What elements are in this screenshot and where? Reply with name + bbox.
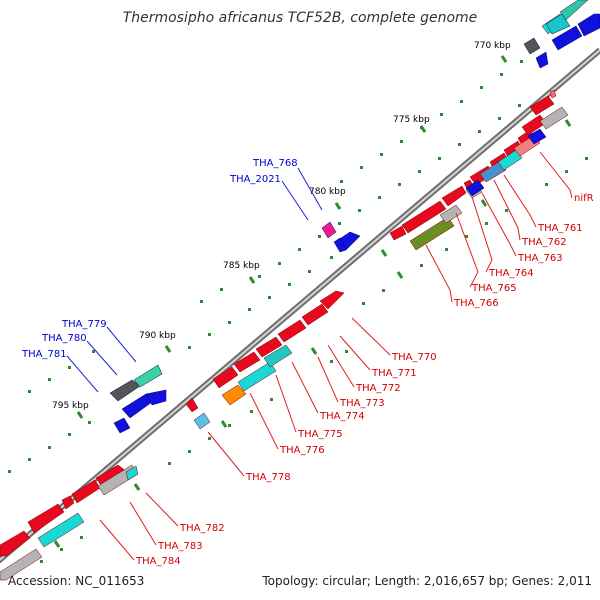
gene-block <box>221 384 247 406</box>
gene-label: THA_771 <box>371 368 417 379</box>
gene-label: THA_780 <box>41 333 87 344</box>
gene-block <box>319 290 345 310</box>
gene-block <box>441 185 467 207</box>
gene-block <box>237 361 277 392</box>
forward-leader-lines <box>99 151 573 561</box>
gene-block <box>465 179 485 197</box>
gene-label: THA_768 <box>252 158 298 169</box>
gene-block <box>333 237 347 253</box>
gene-block <box>549 89 557 99</box>
gene-label: THA_774 <box>319 411 365 422</box>
gene-block <box>255 336 283 358</box>
gene-block <box>497 149 523 171</box>
gene-block <box>145 389 167 406</box>
gene-label: THA_779 <box>61 319 107 330</box>
forward-gene-labels: nifR THA_761 THA_762 THA_763 THA_764 THA… <box>135 193 594 567</box>
scale-label: 770 kbp <box>474 41 511 51</box>
gene-block <box>193 412 211 430</box>
reverse-leader-lines <box>66 167 323 393</box>
gene-label: THA_773 <box>339 398 385 409</box>
gene-block <box>133 364 163 388</box>
gene-label: THA_775 <box>297 429 343 440</box>
page-title: Thermosipho africanus TCF52B, complete g… <box>122 10 478 26</box>
gene-block <box>125 465 139 481</box>
scale-label: 790 kbp <box>139 331 176 341</box>
scale-label: 785 kbp <box>223 261 260 271</box>
gene-label: THA_763 <box>517 253 563 264</box>
reverse-strand-genes <box>109 13 600 434</box>
gene-block <box>535 51 549 69</box>
gene-block <box>113 417 131 434</box>
accession-text: Accession: NC_011653 <box>8 574 145 588</box>
scale-labels: 770 kbp 775 kbp 780 kbp 785 kbp 790 kbp … <box>52 41 511 411</box>
reverse-gene-labels: THA_768 THA_2021 THA_779 THA_780 THA_781 <box>21 158 298 360</box>
gene-block <box>121 393 153 419</box>
gene-label: THA_784 <box>135 556 181 567</box>
major-ticks <box>53 55 572 548</box>
gene-block <box>301 303 329 326</box>
gene-label: THA_761 <box>537 223 583 234</box>
gene-block <box>527 128 547 145</box>
gene-block <box>479 160 507 183</box>
gene-block <box>185 397 199 413</box>
gene-label: THA_783 <box>157 541 203 552</box>
gene-label: THA_2021 <box>229 174 281 185</box>
gene-block <box>577 13 600 37</box>
gene-block <box>233 351 261 373</box>
scale-label: 795 kbp <box>52 401 89 411</box>
gene-block <box>523 37 541 55</box>
gene-block <box>263 344 293 368</box>
gene-label: THA_772 <box>355 383 401 394</box>
gene-block <box>277 319 307 343</box>
gene-label: nifR <box>574 193 594 204</box>
gene-block <box>0 548 43 581</box>
gene-block <box>321 221 337 239</box>
gene-block <box>529 95 555 116</box>
scale-label: 780 kbp <box>309 187 346 197</box>
gene-label: THA_776 <box>279 445 325 456</box>
scale-label: 775 kbp <box>393 115 430 125</box>
gene-block <box>545 13 571 35</box>
gene-block <box>212 366 239 389</box>
gene-block <box>0 530 31 557</box>
topology-text: Topology: circular; Length: 2,016,657 bp… <box>262 574 592 588</box>
gene-label: THA_770 <box>391 352 437 363</box>
forward-strand-genes <box>0 0 589 581</box>
gene-block <box>27 503 65 534</box>
gene-block <box>61 495 75 510</box>
gene-block <box>551 25 583 51</box>
gene-label: THA_762 <box>521 237 567 248</box>
gene-label: THA_764 <box>488 268 534 279</box>
gene-label: THA_782 <box>179 523 225 534</box>
gene-block <box>401 200 447 234</box>
gene-label: THA_778 <box>245 472 291 483</box>
gene-block <box>539 106 569 130</box>
genome-backbone <box>0 47 600 564</box>
gene-block <box>439 204 463 224</box>
gene-label: THA_766 <box>453 298 499 309</box>
gene-label: THA_765 <box>471 283 517 294</box>
gene-block <box>37 512 85 548</box>
gene-block <box>109 379 141 402</box>
gene-block <box>389 225 407 241</box>
gene-label: THA_781 <box>21 349 67 360</box>
gene-block <box>409 216 455 251</box>
